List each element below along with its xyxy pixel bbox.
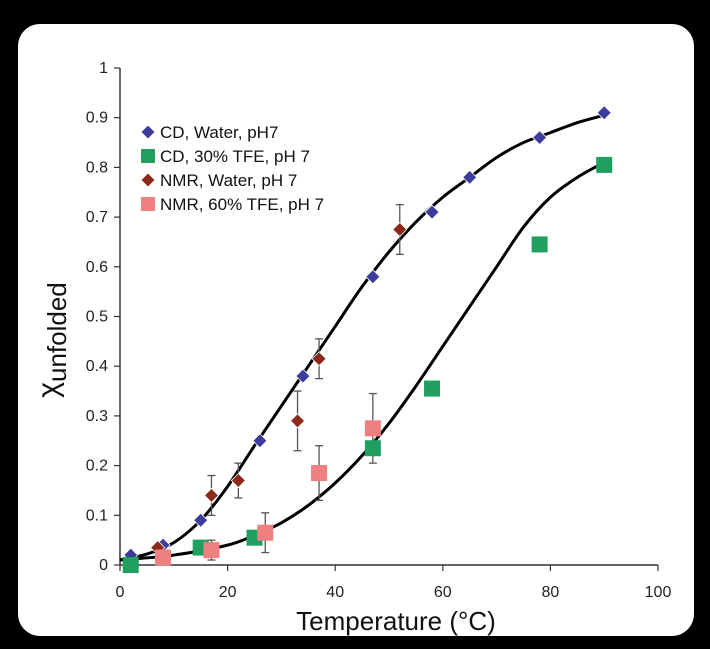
x-tick-label: 0 <box>116 584 125 601</box>
y-axis-title-symbol: χ <box>32 382 65 398</box>
x-tick-label: 80 <box>542 584 560 601</box>
data-point-series-2 <box>424 380 441 397</box>
data-point-series-4 <box>364 420 381 437</box>
data-point-series-1 <box>193 512 209 528</box>
data-point-series-3 <box>392 221 408 238</box>
legend: CD, Water, pH7 CD, 30% TFE, pH 7 NMR, Wate… <box>140 123 324 214</box>
data-point-series-3 <box>311 351 327 367</box>
y-axis-title-subscript: unfolded <box>42 282 72 382</box>
data-point-series-1 <box>295 368 311 384</box>
data-point-series-4 <box>257 524 274 541</box>
data-point-series-3 <box>203 487 220 503</box>
data-point-series-4 <box>203 542 220 559</box>
data-point-series-4 <box>155 549 172 566</box>
y-tick-label: 0 <box>99 557 108 574</box>
legend-marker-3 <box>140 172 156 188</box>
data-point-series-2 <box>122 557 139 573</box>
y-tick-label: 0.3 <box>86 408 108 425</box>
y-tick-label: 0.1 <box>86 507 108 524</box>
axes: 0 0.1 0.2 0.3 0.4 0.5 0.6 0.7 0.8 0.9 1 0 20 40 60 80 10… <box>86 60 672 601</box>
data-points <box>122 105 613 573</box>
data-point-series-1 <box>252 433 268 449</box>
y-tick-label: 0.8 <box>86 159 108 176</box>
data-point-series-3 <box>230 472 246 489</box>
data-point-series-1 <box>365 269 381 285</box>
data-point-series-3 <box>289 413 306 429</box>
legend-marker-4 <box>141 197 155 211</box>
legend-label-2: CD, 30% TFE, pH 7 <box>160 147 310 166</box>
axis-titles: Temperature (°C) χunfolded <box>32 282 496 636</box>
y-axis-title: χunfolded <box>32 282 72 398</box>
legend-marker-1 <box>140 124 156 140</box>
data-point-series-2 <box>596 156 613 173</box>
data-point-series-1 <box>532 130 548 146</box>
data-point-series-1 <box>462 169 478 185</box>
data-point-series-2 <box>531 236 548 253</box>
data-point-series-4 <box>311 465 328 482</box>
x-axis-title: Temperature (°C) <box>296 606 496 636</box>
legend-marker-2 <box>141 149 155 163</box>
y-tick-label: 0.9 <box>86 110 108 127</box>
x-tick-label: 20 <box>219 584 237 601</box>
data-point-series-1 <box>596 105 612 121</box>
y-tick-label: 0.6 <box>86 259 108 276</box>
x-tick-label: 60 <box>434 584 452 601</box>
x-tick-label: 40 <box>326 584 344 601</box>
y-tick-label: 1 <box>99 60 108 77</box>
legend-label-4: NMR, 60% TFE, pH 7 <box>160 195 324 214</box>
data-point-series-2 <box>364 440 381 457</box>
legend-label-3: NMR, Water, pH 7 <box>160 171 297 190</box>
x-tick-label: 100 <box>645 584 672 601</box>
y-tick-label: 0.4 <box>86 358 108 375</box>
y-tick-label: 0.5 <box>86 309 108 326</box>
y-tick-label: 0.7 <box>86 209 108 226</box>
y-tick-label: 0.2 <box>86 458 108 475</box>
chart-panel <box>18 24 694 636</box>
data-point-series-1 <box>424 204 440 220</box>
legend-label-1: CD, Water, pH7 <box>160 123 278 142</box>
